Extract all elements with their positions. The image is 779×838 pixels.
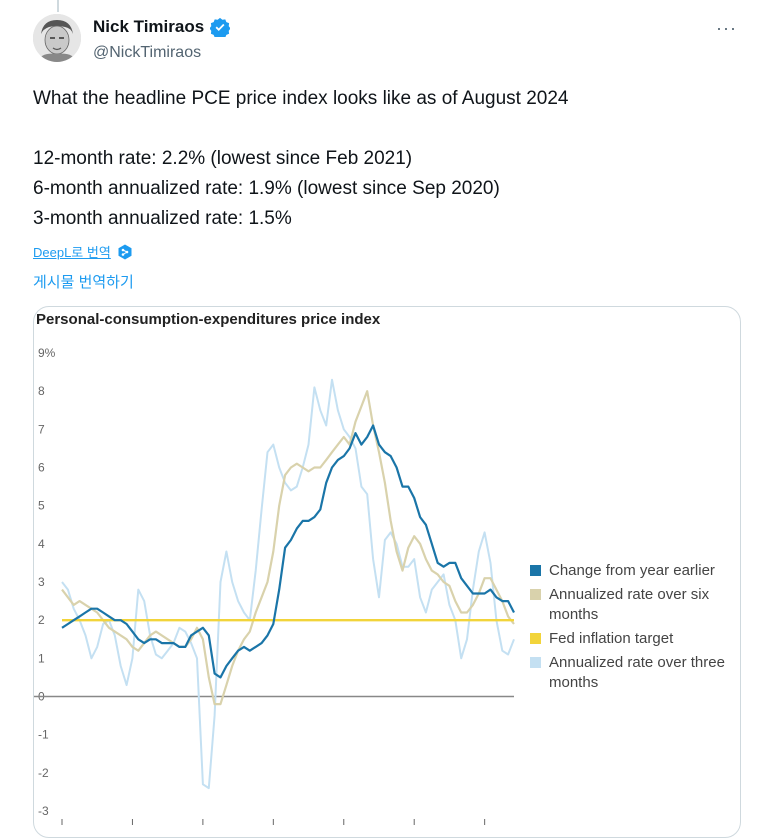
series-line-change-from-year-earlier <box>61 424 515 679</box>
display-name[interactable]: Nick Timiraos <box>93 17 205 36</box>
legend-label: Annualized rate over six months <box>549 586 710 623</box>
legend-item: Fed inflation target <box>530 629 740 649</box>
series-line-annualized-rate-over-three-months <box>61 378 515 790</box>
tweet-text-line-4: 3-month annualized rate: 1.5% <box>33 208 292 229</box>
author-name-row[interactable]: Nick Timiraos <box>93 17 231 37</box>
y-tick-label: 5 <box>38 499 45 513</box>
verified-badge-icon <box>210 17 231 37</box>
legend-swatch <box>530 589 541 600</box>
y-tick-label: 8 <box>38 384 45 398</box>
translate-deepl-link[interactable]: DeepL로 번역 <box>33 242 133 261</box>
chart-legend: Change from year earlier Annualized rate … <box>530 561 740 697</box>
more-options-icon[interactable]: ··· <box>716 18 737 38</box>
legend-swatch <box>530 633 541 644</box>
legend-label: Annualized rate over three months <box>549 654 725 691</box>
y-tick-label: 2 <box>38 613 45 627</box>
translate-post-link[interactable]: 게시물 번역하기 <box>33 274 134 291</box>
deepl-icon <box>118 244 132 259</box>
y-tick-label: 1 <box>38 651 45 665</box>
y-tick-label: 9% <box>38 346 56 360</box>
legend-item: Annualized rate over six months <box>530 585 740 625</box>
tweet-text-line-2: 12-month rate: 2.2% (lowest since Feb 20… <box>33 148 413 169</box>
handle[interactable]: @NickTimiraos <box>93 44 202 61</box>
avatar-portrait-icon <box>33 14 81 62</box>
thread-line <box>57 0 59 12</box>
y-tick-label: -3 <box>38 804 49 818</box>
chart-image-card[interactable]: 9% 8 7 6 5 4 3 2 1 0 -1 -2 -3 Personal-consumption-e… <box>33 306 741 838</box>
series-line-annualized-rate-over-six-months <box>61 390 515 706</box>
tweet-text-line-3: 6-month annualized rate: 1.9% (lowest si… <box>33 178 500 199</box>
y-tick-label: 6 <box>38 461 45 475</box>
tweet-text-line-1: What the headline PCE price index looks … <box>33 88 569 109</box>
y-tick-label: 4 <box>38 537 45 551</box>
legend-swatch <box>530 565 541 576</box>
y-tick-label: -1 <box>38 728 49 742</box>
legend-item: Change from year earlier <box>530 561 740 581</box>
translate-deepl-label[interactable]: DeepL로 번역 <box>33 245 111 260</box>
avatar[interactable] <box>33 14 81 62</box>
legend-swatch <box>530 657 541 668</box>
legend-label: Change from year earlier <box>549 562 715 579</box>
y-tick-label: 3 <box>38 575 45 589</box>
y-tick-label: -2 <box>38 766 49 780</box>
y-tick-label: 7 <box>38 422 45 436</box>
chart-title: Personal-consumption-expenditures price … <box>36 311 381 328</box>
legend-label: Fed inflation target <box>549 630 674 647</box>
legend-item: Annualized rate over three months <box>530 653 740 693</box>
